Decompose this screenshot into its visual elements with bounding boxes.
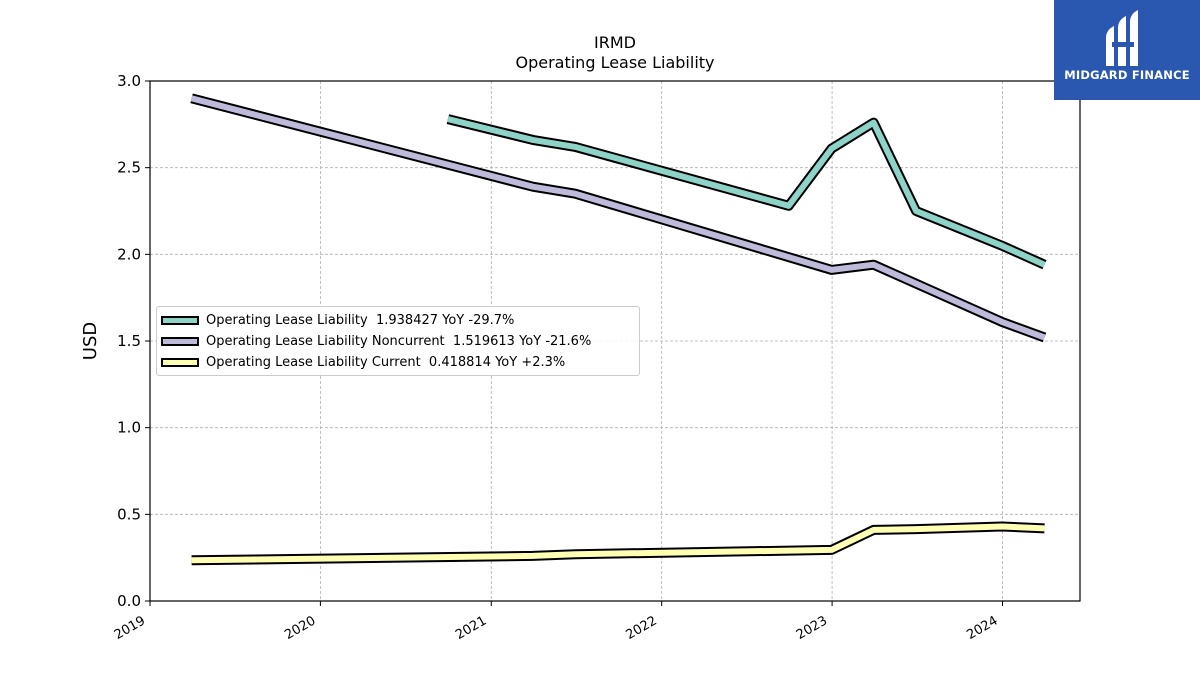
x-tick-label: 2024 [964, 613, 1000, 643]
y-tick-label: 2.0 [117, 245, 141, 263]
x-tick-label: 2019 [112, 613, 148, 643]
brand-logo: MIDGARD FINANCE [1054, 0, 1200, 100]
legend-item-current: Operating Lease Liability Current 0.4188… [157, 352, 565, 373]
y-tick-label: 0.0 [117, 592, 141, 610]
x-tick-label: 2022 [624, 613, 660, 643]
chart-title: IRMD [594, 33, 636, 52]
y-axis: 0.0 0.5 1.0 1.5 2.0 2.5 3.0 [117, 72, 150, 610]
series-line-0 [447, 116, 1046, 268]
legend-item-total: Operating Lease Liability 1.938427 YoY -… [157, 310, 514, 331]
legend: Operating Lease Liability 1.938427 YoY -… [156, 306, 640, 376]
y-tick-label: 0.5 [117, 505, 141, 523]
y-axis-label: USD [80, 322, 101, 360]
legend-label-current: Operating Lease Liability Current 0.4188… [206, 355, 566, 370]
y-tick-label: 1.5 [117, 332, 141, 350]
logo-mark-icon [1106, 10, 1138, 66]
x-tick-label: 2021 [453, 613, 489, 643]
series-layer [190, 93, 1047, 566]
y-tick-label: 2.5 [117, 159, 141, 177]
legend-swatch-current [161, 358, 199, 367]
legend-item-noncurrent: Operating Lease Liability Noncurrent 1.5… [157, 331, 591, 352]
series-line-2 [191, 523, 1045, 564]
x-axis: 2019 2020 2021 2022 2023 2024 [112, 601, 1003, 643]
series-line-1 [190, 95, 1046, 341]
y-tick-label: 3.0 [117, 72, 141, 90]
y-tick-label: 1.0 [117, 419, 141, 437]
legend-swatch-noncurrent [161, 337, 199, 346]
x-tick-label: 2023 [794, 613, 830, 643]
legend-swatch-total [161, 316, 199, 325]
x-tick-label: 2020 [282, 613, 318, 643]
logo-text: MIDGARD FINANCE [1064, 68, 1190, 82]
legend-label-noncurrent: Operating Lease Liability Noncurrent 1.5… [206, 334, 592, 349]
chart-subtitle: Operating Lease Liability [515, 53, 714, 72]
legend-label-total: Operating Lease Liability 1.938427 YoY -… [206, 313, 515, 328]
